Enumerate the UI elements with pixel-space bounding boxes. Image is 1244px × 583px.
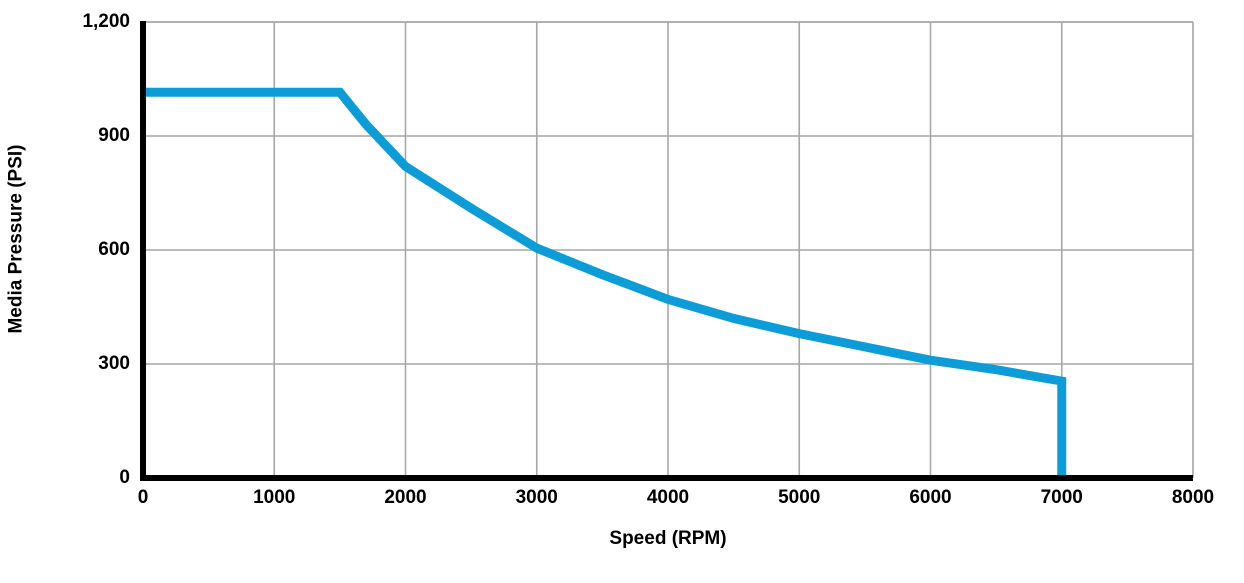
x-tick-label: 8000	[1171, 487, 1215, 508]
y-tick-label: 1,200	[82, 11, 130, 32]
x-tick-label: 3000	[515, 487, 558, 508]
y-tick-label: 900	[98, 125, 130, 146]
axis-lines	[140, 21, 1193, 481]
x-tick-label: 5000	[778, 487, 821, 508]
x-axis-title: Speed (RPM)	[609, 528, 727, 549]
y-tick-label: 0	[119, 467, 130, 488]
x-tick-label: 1000	[253, 487, 296, 508]
x-tick-label: 0	[137, 487, 149, 508]
x-tick-label: 2000	[384, 487, 427, 508]
x-tick-label: 4000	[646, 487, 690, 508]
x-tick-label: 6000	[909, 487, 952, 508]
y-tick-label: 600	[98, 239, 130, 260]
x-tick-label: 7000	[1040, 487, 1083, 508]
data-series-layer	[143, 87, 1067, 478]
y-tick-label: 300	[98, 353, 130, 374]
data-series-line-0	[143, 87, 1067, 478]
